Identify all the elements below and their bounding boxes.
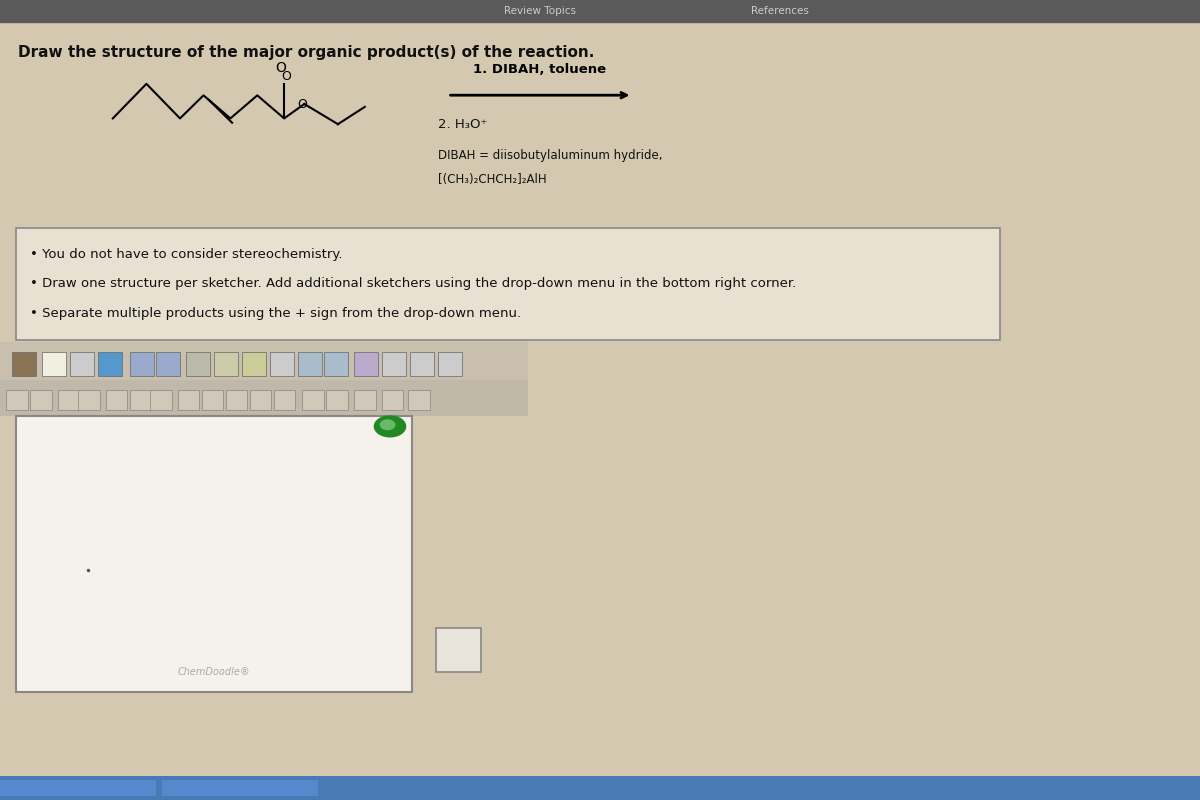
Text: Draw the structure of the major organic product(s) of the reaction.: Draw the structure of the major organic … <box>18 45 594 59</box>
Bar <box>58 390 79 410</box>
Text: O: O <box>275 62 287 75</box>
Text: Review Topics: Review Topics <box>504 6 576 16</box>
Bar <box>298 352 322 376</box>
Bar <box>156 352 180 376</box>
Text: O: O <box>281 70 290 82</box>
Bar <box>30 390 52 410</box>
Text: [(CH₃)₂CHCH₂]₂AlH: [(CH₃)₂CHCH₂]₂AlH <box>438 174 547 186</box>
Text: 1. DIBAH, toluene: 1. DIBAH, toluene <box>474 63 606 76</box>
Bar <box>70 352 94 376</box>
Text: • Draw one structure per sketcher. Add additional sketchers using the drop-down : • Draw one structure per sketcher. Add a… <box>30 278 797 290</box>
Text: ▼: ▼ <box>454 647 463 657</box>
Bar <box>410 352 434 376</box>
Bar <box>302 390 324 410</box>
Bar <box>162 780 318 796</box>
Text: References: References <box>751 6 809 16</box>
Bar <box>226 390 247 410</box>
Bar <box>78 390 100 410</box>
Bar <box>0 0 1200 22</box>
Bar <box>408 390 430 410</box>
Bar <box>382 390 403 410</box>
Circle shape <box>380 420 395 430</box>
Bar <box>16 228 1000 340</box>
Text: 2. H₃O⁺: 2. H₃O⁺ <box>438 118 487 130</box>
Bar <box>0 776 1200 800</box>
Bar <box>0 342 528 380</box>
Bar <box>202 390 223 410</box>
Bar <box>130 352 154 376</box>
Text: O: O <box>298 98 307 111</box>
Bar <box>242 352 266 376</box>
Bar <box>324 352 348 376</box>
Bar <box>12 352 36 376</box>
Bar <box>6 390 28 410</box>
Bar <box>436 628 481 672</box>
Bar <box>0 380 528 416</box>
Bar <box>354 352 378 376</box>
Bar <box>326 390 348 410</box>
Bar <box>186 352 210 376</box>
Bar <box>178 390 199 410</box>
Bar <box>150 390 172 410</box>
Text: DIBAH = diisobutylaluminum hydride,: DIBAH = diisobutylaluminum hydride, <box>438 150 662 162</box>
Bar <box>274 390 295 410</box>
Bar <box>130 390 151 410</box>
Bar <box>42 352 66 376</box>
Bar <box>214 352 238 376</box>
Bar <box>98 352 122 376</box>
Bar <box>382 352 406 376</box>
Text: • Separate multiple products using the + sign from the drop-down menu.: • Separate multiple products using the +… <box>30 307 521 320</box>
Bar <box>0 780 156 796</box>
Bar <box>354 390 376 410</box>
Circle shape <box>374 416 406 437</box>
Text: ChemDoodle®: ChemDoodle® <box>178 667 250 677</box>
Bar <box>250 390 271 410</box>
Bar <box>16 416 412 692</box>
Bar <box>438 352 462 376</box>
Bar <box>270 352 294 376</box>
Bar <box>106 390 127 410</box>
Text: • You do not have to consider stereochemistry.: • You do not have to consider stereochem… <box>30 248 342 261</box>
